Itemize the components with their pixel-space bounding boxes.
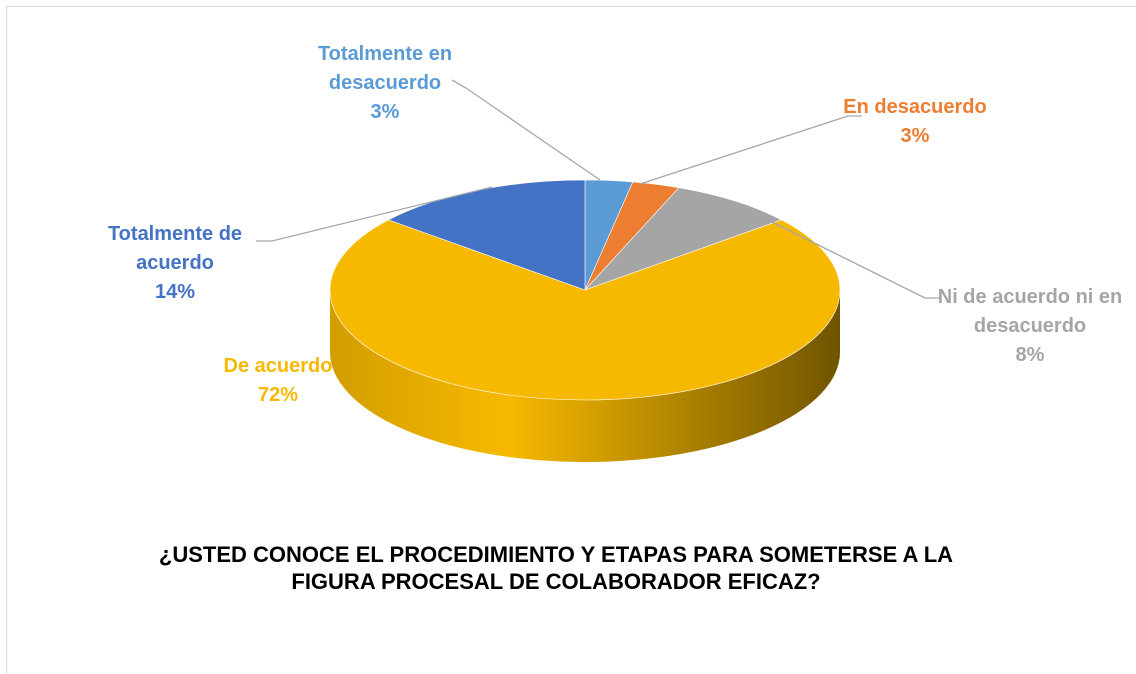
data-label: De acuerdo 72% [203,352,353,410]
data-label: Totalmente en desacuerdo 3% [300,40,470,127]
value-label: 3% [370,101,400,123]
chart-title: ¿USTED CONOCE EL PROCEDIMIENTO Y ETAPAS … [158,542,954,594]
data-label: Totalmente de acuerdo 14% [85,220,265,307]
side-shade [330,290,840,462]
leader-line [256,186,493,242]
category-label: De acuerdo [223,355,333,377]
leader-line [751,211,940,299]
category-label: En desacuerdo [843,96,987,118]
value-label: 14% [154,281,196,303]
value-label: 3% [900,125,930,147]
leader-line [451,79,601,181]
leader-line [639,115,862,185]
category-label: Totalmente en desacuerdo [317,43,453,94]
leader-lines [256,79,940,299]
category-label: Totalmente de acuerdo [107,223,243,274]
data-label: Ni de acuerdo ni en desacuerdo 8% [935,283,1125,370]
slice [584,187,783,291]
chart-border [6,6,1136,674]
value-label: 72% [257,384,299,406]
slice [329,219,841,401]
data-label: En desacuerdo 3% [815,93,1015,151]
category-label: Ni de acuerdo ni en desacuerdo [937,286,1123,337]
value-label: 8% [1015,344,1045,366]
